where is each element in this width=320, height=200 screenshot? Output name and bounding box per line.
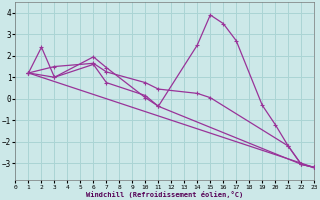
X-axis label: Windchill (Refroidissement éolien,°C): Windchill (Refroidissement éolien,°C) bbox=[86, 191, 244, 198]
